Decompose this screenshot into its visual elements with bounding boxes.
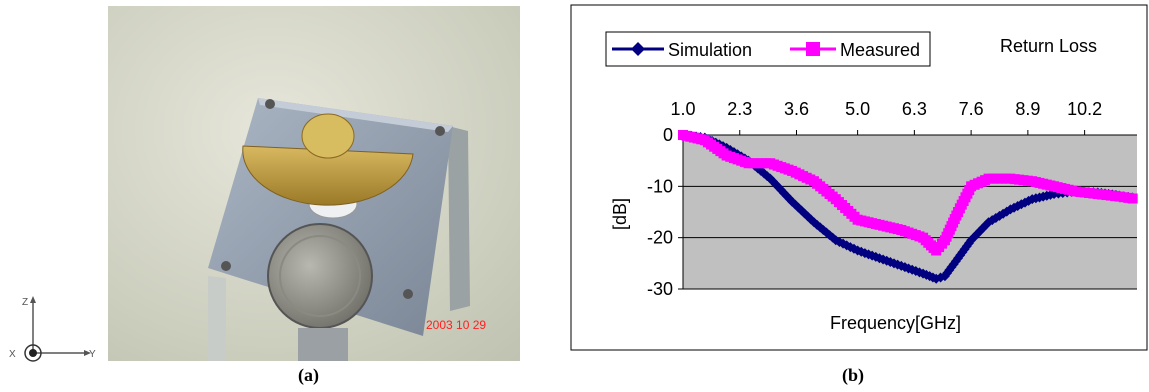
- data-point-simulation: [762, 171, 773, 182]
- x-tick-label: 6.3: [902, 99, 927, 119]
- data-point-measured: [1127, 193, 1138, 204]
- data-point-simulation: [787, 196, 798, 207]
- data-point-simulation: [768, 176, 779, 187]
- coordinate-triad: Z X Y: [0, 285, 100, 365]
- z-axis-label: Z: [22, 297, 28, 308]
- data-point-simulation: [974, 226, 985, 237]
- half-disc-radiator: [242, 145, 414, 206]
- x-axis-label: X: [9, 349, 16, 360]
- x-axis-title: Frequency[GHz]: [830, 313, 961, 333]
- data-point-simulation: [939, 271, 950, 282]
- x-tick-label: 5.0: [845, 99, 870, 119]
- y-tick-label: -30: [647, 279, 673, 299]
- x-tick-label: 10.2: [1067, 99, 1102, 119]
- data-point-simulation: [776, 185, 787, 196]
- data-point-simulation: [821, 227, 832, 238]
- y-tick-label: 0: [663, 125, 673, 145]
- y-tick-label: -10: [647, 176, 673, 196]
- return-loss-chart: 1.0 2.3 3.6 5.0 6.3 7.6 8.9 10.2 0 -10 -20 -30 Sim…: [570, 4, 1148, 351]
- legend-measured: Measured: [840, 40, 920, 60]
- data-point-simulation: [1023, 195, 1034, 206]
- data-point-simulation: [1016, 199, 1027, 210]
- caption-a: (a): [298, 365, 319, 385]
- antenna-photo: 2003 10 29: [108, 6, 520, 361]
- data-point-simulation: [946, 262, 957, 273]
- data-point-simulation: [755, 165, 766, 176]
- data-point-simulation: [808, 217, 819, 228]
- legend: Simulation Measured: [605, 31, 931, 67]
- caption-b: (b): [842, 365, 864, 385]
- y-axis-label: Y: [89, 349, 96, 360]
- circular-patch: [301, 113, 355, 159]
- coin: [267, 223, 373, 329]
- data-point-simulation: [799, 208, 810, 219]
- x-tick-label: 2.3: [727, 99, 752, 119]
- x-tick-label: 8.9: [1015, 99, 1040, 119]
- legend-simulation: Simulation: [668, 40, 752, 60]
- legend-square-marker: [806, 42, 820, 56]
- legend-diamond-marker: [631, 42, 645, 56]
- y-axis-title: [dB]: [610, 198, 630, 230]
- date-stamp: 2003 10 29: [426, 318, 486, 332]
- data-point-simulation: [971, 229, 982, 240]
- chart-title: Return Loss: [1000, 36, 1097, 56]
- x-tick-label: 3.6: [784, 99, 809, 119]
- x-tick-label: 1.0: [670, 99, 695, 119]
- data-point-simulation: [957, 247, 968, 258]
- y-tick-label: -20: [647, 228, 673, 248]
- data-point-simulation: [815, 222, 826, 233]
- data-point-simulation: [773, 182, 784, 193]
- x-tick-label: 7.6: [959, 99, 984, 119]
